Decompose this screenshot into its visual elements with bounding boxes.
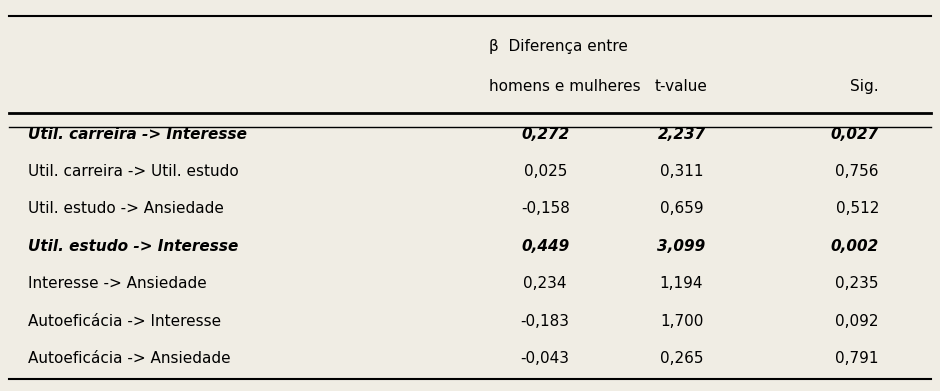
Text: Util. carreira -> Interesse: Util. carreira -> Interesse [28, 127, 247, 142]
Text: Interesse -> Ansiedade: Interesse -> Ansiedade [28, 276, 207, 291]
Text: 0,025: 0,025 [524, 164, 567, 179]
Text: -0,043: -0,043 [521, 351, 570, 366]
Text: 0,311: 0,311 [660, 164, 703, 179]
Text: Util. carreira -> Util. estudo: Util. carreira -> Util. estudo [28, 164, 239, 179]
Text: 0,449: 0,449 [521, 239, 570, 254]
Text: Autoeficácia -> Ansiedade: Autoeficácia -> Ansiedade [28, 351, 231, 366]
Text: 0,002: 0,002 [831, 239, 879, 254]
Text: Util. estudo -> Ansiedade: Util. estudo -> Ansiedade [28, 201, 224, 216]
Text: 0,234: 0,234 [524, 276, 567, 291]
Text: 0,791: 0,791 [836, 351, 879, 366]
Text: 0,027: 0,027 [831, 127, 879, 142]
Text: -0,158: -0,158 [521, 201, 570, 216]
Text: -0,183: -0,183 [521, 314, 570, 329]
Text: 0,512: 0,512 [836, 201, 879, 216]
Text: 0,756: 0,756 [836, 164, 879, 179]
Text: homens e mulheres: homens e mulheres [489, 79, 640, 93]
Text: 3,099: 3,099 [657, 239, 706, 254]
Text: 1,194: 1,194 [660, 276, 703, 291]
Text: 0,272: 0,272 [521, 127, 570, 142]
Text: Autoeficácia -> Interesse: Autoeficácia -> Interesse [28, 314, 221, 329]
Text: 2,237: 2,237 [657, 127, 706, 142]
Text: β  Diferença entre: β Diferença entre [489, 39, 628, 54]
Text: Util. estudo -> Interesse: Util. estudo -> Interesse [28, 239, 239, 254]
Text: 0,092: 0,092 [836, 314, 879, 329]
Text: Sig.: Sig. [851, 79, 879, 93]
Text: 0,265: 0,265 [660, 351, 703, 366]
Text: 0,659: 0,659 [660, 201, 703, 216]
Text: 1,700: 1,700 [660, 314, 703, 329]
Text: 0,235: 0,235 [836, 276, 879, 291]
Text: t-value: t-value [655, 79, 708, 93]
